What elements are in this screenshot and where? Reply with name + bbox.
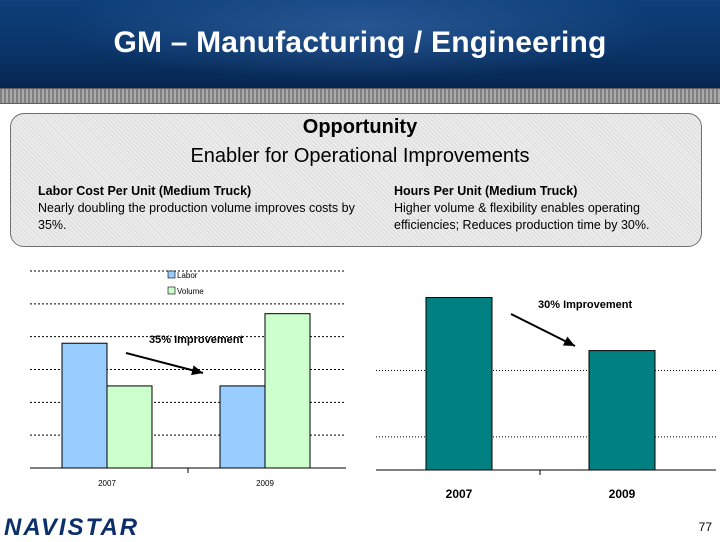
bar-labor-2009 bbox=[219, 385, 266, 469]
hours-chart-svg: 2007 2009 30% Improvement bbox=[376, 297, 716, 501]
legend-swatch-volume bbox=[167, 286, 176, 295]
header-glow bbox=[0, 0, 720, 90]
x-tick-label-2007: 2007 bbox=[98, 479, 116, 488]
hours-summary: Hours Per Unit (Medium Truck) Higher vol… bbox=[394, 183, 694, 234]
hours-heading: Hours Per Unit (Medium Truck) bbox=[394, 184, 578, 198]
labor-cost-chart-svg: 2007 2009 Labor Volume 35% Improvement bbox=[30, 270, 346, 488]
bar-hours-2007 bbox=[425, 297, 493, 471]
bar-volume-2007 bbox=[106, 385, 153, 469]
page-number: 77 bbox=[698, 520, 712, 534]
labor-cost-heading: Labor Cost Per Unit (Medium Truck) bbox=[38, 184, 252, 198]
hours-body: Higher volume & flexibility enables oper… bbox=[394, 201, 650, 232]
page-title: GM – Manufacturing / Engineering bbox=[113, 26, 607, 59]
bar-hours-2009 bbox=[588, 350, 656, 471]
opportunity-title: Opportunity bbox=[302, 116, 418, 138]
x-tick-label-2007: 2007 bbox=[446, 487, 473, 501]
opportunity-box bbox=[10, 113, 702, 247]
annotation-35-improvement: 35% Improvement bbox=[149, 334, 243, 346]
x-tick-label-2009: 2009 bbox=[609, 487, 636, 501]
navistar-logo: NAVISTAR bbox=[4, 514, 140, 541]
x-tick-label-2009: 2009 bbox=[256, 479, 274, 488]
header-divider-band bbox=[0, 88, 720, 104]
opportunity-subtitle: Enabler for Operational Improvements bbox=[190, 145, 530, 167]
labor-cost-body: Nearly doubling the production volume im… bbox=[38, 201, 355, 232]
labor-cost-chart: 2007 2009 Labor Volume 35% Improvement bbox=[0, 262, 360, 500]
labor-cost-summary: Labor Cost Per Unit (Medium Truck) Nearl… bbox=[38, 183, 358, 234]
legend-swatch-labor bbox=[167, 270, 176, 279]
annotation-arrow-35-head bbox=[191, 365, 203, 376]
header-bar bbox=[0, 0, 720, 90]
annotation-30-improvement: 30% Improvement bbox=[538, 299, 632, 311]
bar-volume-2009 bbox=[264, 313, 311, 469]
annotation-arrow-35-line bbox=[125, 352, 204, 374]
hours-chart: 2007 2009 30% Improvement bbox=[360, 270, 720, 510]
annotation-arrow-30-line bbox=[510, 313, 576, 347]
annotation-arrow-30-head bbox=[562, 336, 575, 346]
bar-labor-2007 bbox=[61, 342, 108, 469]
legend-label-volume: Volume bbox=[177, 287, 204, 296]
legend-label-labor: Labor bbox=[177, 271, 198, 280]
